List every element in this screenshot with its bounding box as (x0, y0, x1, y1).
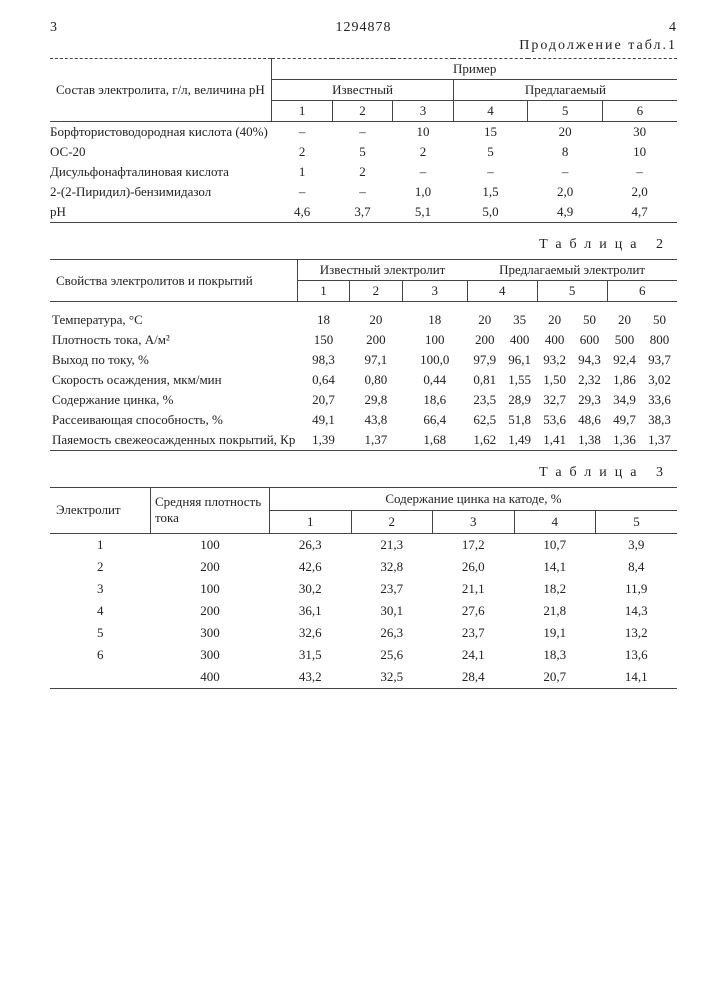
table-row: Плотность тока, А/м²15020010020040040060… (50, 330, 677, 350)
t3-density: 300 (151, 622, 270, 644)
t1-col-5: 5 (528, 101, 603, 122)
table-1: Состав электролита, г/л, величина pH При… (50, 58, 677, 223)
t3-col: 1 (270, 510, 352, 533)
doc-number: 1294878 (336, 20, 392, 36)
t2-col: 3 (402, 281, 467, 302)
t3-density: 100 (151, 578, 270, 600)
t3-electrolyte: 4 (50, 600, 151, 622)
t1-label: Дисульфонафталиновая кислота (50, 162, 272, 182)
table-row: Содержание цинка, %20,729,818,623,528,93… (50, 390, 677, 410)
table-row: pH4,63,75,15,04,94,7 (50, 202, 677, 223)
t3-density: 200 (151, 600, 270, 622)
t3-electrolyte: 1 (50, 533, 151, 556)
t2-col: 4 (467, 281, 537, 302)
t3-col: 2 (351, 510, 433, 533)
t2-label: Содержание цинка, % (50, 390, 297, 410)
table-3-caption: Таблица 3 (50, 465, 671, 481)
table-row: Борфтористоводородная кислота (40%)––101… (50, 122, 677, 143)
page-header: 3 1294878 4 (50, 20, 677, 36)
t3-density: 100 (151, 533, 270, 556)
t2-col: 5 (537, 281, 607, 302)
page: 3 1294878 4 Продолжение табл.1 Состав эл… (0, 0, 707, 719)
table-row: 220042,632,826,014,18,4 (50, 556, 677, 578)
table-row: Дисульфонафталиновая кислота12–––– (50, 162, 677, 182)
t3-electrolyte: 5 (50, 622, 151, 644)
t2-col: 6 (607, 281, 677, 302)
t1-label: pH (50, 202, 272, 223)
t2-label: Скорость осаждения, мкм/мин (50, 370, 297, 390)
page-number-left: 3 (50, 20, 58, 36)
t3-electrolyte (50, 666, 151, 689)
t1-label: Борфтористоводородная кислота (40%) (50, 122, 272, 143)
table-row: Рассеивающая способность, %49,143,866,46… (50, 410, 677, 430)
t2-label: Выход по току, % (50, 350, 297, 370)
t2-rhs-title: Предлагаемый электролит (467, 260, 677, 281)
t2-label: Плотность тока, А/м² (50, 330, 297, 350)
t3-h1: Электролит (50, 487, 151, 533)
t3-h2: Средняя плотность тока (151, 487, 270, 533)
t3-electrolyte: 6 (50, 644, 151, 666)
t2-lhs-title: Известный электролит (297, 260, 467, 281)
t3-density: 300 (151, 644, 270, 666)
t2-label: Паяемость свежеосажденных покрытий, Кр (50, 430, 297, 451)
table-row: 2-(2-Пиридил)-бензимидазол––1,01,52,02,0 (50, 182, 677, 202)
t3-electrolyte: 3 (50, 578, 151, 600)
t2-col: 1 (297, 281, 349, 302)
table-row: Паяемость свежеосажденных покрытий, Кр1,… (50, 430, 677, 451)
t1-col-4: 4 (453, 101, 528, 122)
table-row: Температура, °C182018203520502050 (50, 310, 677, 330)
t3-col: 3 (433, 510, 515, 533)
t1-label: ОС-20 (50, 142, 272, 162)
t2-col: 2 (350, 281, 402, 302)
t3-h3: Содержание цинка на катоде, % (270, 487, 678, 510)
t1-col-3: 3 (393, 101, 453, 122)
table-row: Выход по току, %98,397,1100,097,996,193,… (50, 350, 677, 370)
table-row: 310030,223,721,118,211,9 (50, 578, 677, 600)
t1-col-1: 1 (272, 101, 332, 122)
t1-group-proposed: Предлагаемый (453, 80, 677, 101)
t1-row-header-title: Состав электролита, г/л, величина pH (50, 59, 272, 122)
t3-density: 400 (151, 666, 270, 689)
t1-col-6: 6 (602, 101, 677, 122)
t2-row-header-title: Свойства электролитов и покрытий (50, 260, 297, 302)
table-row: Скорость осаждения, мкм/мин0,640,800,440… (50, 370, 677, 390)
t3-col: 4 (514, 510, 596, 533)
t1-label: 2-(2-Пиридил)-бензимидазол (50, 182, 272, 202)
table-2: Свойства электролитов и покрытий Известн… (50, 259, 677, 451)
t3-density: 200 (151, 556, 270, 578)
t3-col: 5 (596, 510, 678, 533)
t1-col-2: 2 (332, 101, 392, 122)
t2-label: Температура, °C (50, 310, 297, 330)
t1-span-title: Пример (272, 59, 677, 80)
table-row: 630031,525,624,118,313,6 (50, 644, 677, 666)
table-2-caption: Таблица 2 (50, 237, 671, 253)
table-row: 530032,626,323,719,113,2 (50, 622, 677, 644)
t2-label: Рассеивающая способность, % (50, 410, 297, 430)
page-number-right: 4 (669, 20, 677, 36)
table-row: 420036,130,127,621,814,3 (50, 600, 677, 622)
continuation-label: Продолжение табл.1 (50, 38, 677, 54)
table-row: ОС-202525810 (50, 142, 677, 162)
table-3: Электролит Средняя плотность тока Содерж… (50, 487, 677, 689)
t3-electrolyte: 2 (50, 556, 151, 578)
t1-group-known: Известный (272, 80, 453, 101)
table-row: 110026,321,317,210,73,9 (50, 533, 677, 556)
table-row: 40043,232,528,420,714,1 (50, 666, 677, 689)
